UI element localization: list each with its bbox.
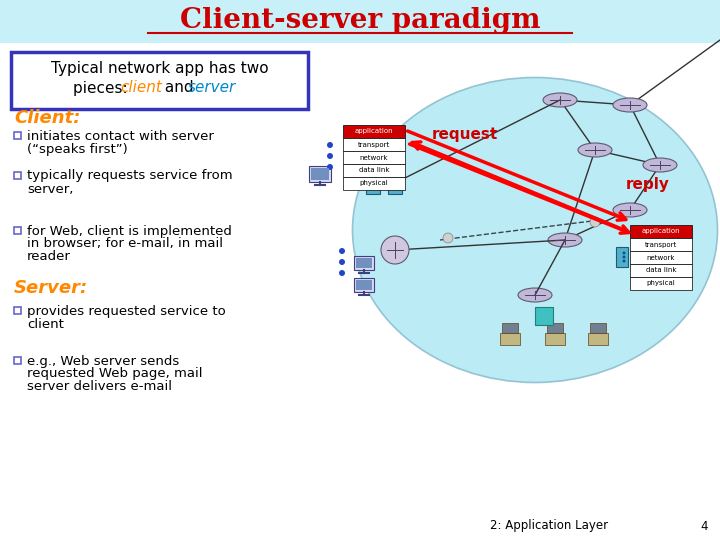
Text: Typical network app has two: Typical network app has two: [51, 62, 269, 77]
Circle shape: [395, 180, 398, 184]
Text: 2: Application Layer: 2: Application Layer: [490, 519, 608, 532]
Circle shape: [623, 260, 626, 262]
FancyBboxPatch shape: [343, 125, 405, 138]
Circle shape: [381, 236, 409, 264]
Ellipse shape: [613, 203, 647, 217]
Text: Client-server paradigm: Client-server paradigm: [180, 8, 540, 35]
Circle shape: [590, 217, 600, 227]
FancyBboxPatch shape: [343, 177, 405, 190]
FancyBboxPatch shape: [343, 138, 405, 151]
FancyBboxPatch shape: [343, 164, 405, 177]
Circle shape: [339, 248, 345, 254]
FancyBboxPatch shape: [500, 333, 520, 345]
FancyBboxPatch shape: [354, 278, 374, 292]
Text: server,: server,: [27, 183, 73, 195]
Ellipse shape: [613, 98, 647, 112]
Text: transport: transport: [645, 241, 677, 247]
FancyBboxPatch shape: [388, 170, 402, 194]
FancyBboxPatch shape: [630, 264, 692, 277]
Circle shape: [623, 255, 626, 259]
FancyBboxPatch shape: [14, 132, 21, 139]
Circle shape: [379, 180, 383, 184]
Text: initiates contact with server: initiates contact with server: [27, 130, 214, 143]
Ellipse shape: [518, 288, 552, 302]
Circle shape: [374, 180, 377, 184]
FancyBboxPatch shape: [11, 52, 308, 109]
Ellipse shape: [643, 158, 677, 172]
Text: server: server: [188, 80, 236, 96]
Text: network: network: [360, 154, 388, 160]
Text: physical: physical: [647, 280, 675, 287]
Text: reader: reader: [27, 251, 71, 264]
Circle shape: [395, 185, 398, 187]
Circle shape: [347, 161, 361, 175]
Text: server delivers e-mail: server delivers e-mail: [27, 381, 172, 394]
Circle shape: [374, 185, 377, 187]
Text: typically requests service from: typically requests service from: [27, 170, 233, 183]
Text: network: network: [647, 254, 675, 260]
FancyBboxPatch shape: [366, 170, 380, 194]
Text: request: request: [432, 127, 498, 143]
Text: client: client: [120, 80, 162, 96]
Circle shape: [339, 270, 345, 276]
Text: e.g., Web server sends: e.g., Web server sends: [27, 354, 179, 368]
Ellipse shape: [353, 78, 718, 382]
Circle shape: [339, 259, 345, 265]
Text: data link: data link: [646, 267, 676, 273]
FancyBboxPatch shape: [354, 256, 374, 270]
Circle shape: [327, 142, 333, 148]
Text: client: client: [27, 318, 64, 330]
FancyBboxPatch shape: [14, 172, 21, 179]
FancyBboxPatch shape: [14, 357, 21, 364]
FancyBboxPatch shape: [356, 258, 372, 268]
FancyBboxPatch shape: [311, 168, 329, 180]
FancyBboxPatch shape: [545, 333, 565, 345]
Text: 4: 4: [701, 519, 708, 532]
FancyBboxPatch shape: [630, 238, 692, 251]
FancyBboxPatch shape: [630, 225, 692, 238]
Text: reply: reply: [626, 178, 670, 192]
FancyBboxPatch shape: [309, 166, 331, 182]
Circle shape: [384, 180, 388, 184]
Text: application: application: [642, 228, 680, 234]
Circle shape: [623, 252, 626, 254]
FancyBboxPatch shape: [14, 227, 21, 234]
Text: pieces:: pieces:: [73, 80, 132, 96]
FancyBboxPatch shape: [547, 323, 563, 333]
FancyBboxPatch shape: [356, 280, 372, 290]
Text: Client:: Client:: [14, 109, 81, 127]
Text: transport: transport: [358, 141, 390, 147]
Text: for Web, client is implemented: for Web, client is implemented: [27, 225, 232, 238]
Ellipse shape: [548, 233, 582, 247]
FancyBboxPatch shape: [535, 307, 553, 325]
Circle shape: [327, 153, 333, 159]
Text: provides requested service to: provides requested service to: [27, 305, 226, 318]
Circle shape: [395, 177, 398, 179]
Text: data link: data link: [359, 167, 390, 173]
Circle shape: [327, 164, 333, 170]
Text: application: application: [355, 129, 393, 134]
FancyBboxPatch shape: [502, 323, 518, 333]
Text: (“speaks first”): (“speaks first”): [27, 143, 127, 156]
FancyBboxPatch shape: [630, 251, 692, 264]
FancyBboxPatch shape: [0, 0, 720, 43]
Ellipse shape: [578, 143, 612, 157]
Circle shape: [443, 233, 453, 243]
Text: Server:: Server:: [14, 279, 89, 297]
FancyBboxPatch shape: [616, 247, 628, 267]
Text: physical: physical: [359, 180, 388, 186]
Text: in browser; for e-mail, in mail: in browser; for e-mail, in mail: [27, 238, 223, 251]
FancyBboxPatch shape: [590, 323, 606, 333]
FancyBboxPatch shape: [343, 151, 405, 164]
Ellipse shape: [543, 93, 577, 107]
Text: and: and: [160, 80, 199, 96]
FancyBboxPatch shape: [14, 307, 21, 314]
Circle shape: [374, 177, 377, 179]
FancyBboxPatch shape: [630, 277, 692, 290]
Text: requested Web page, mail: requested Web page, mail: [27, 368, 202, 381]
FancyBboxPatch shape: [588, 333, 608, 345]
